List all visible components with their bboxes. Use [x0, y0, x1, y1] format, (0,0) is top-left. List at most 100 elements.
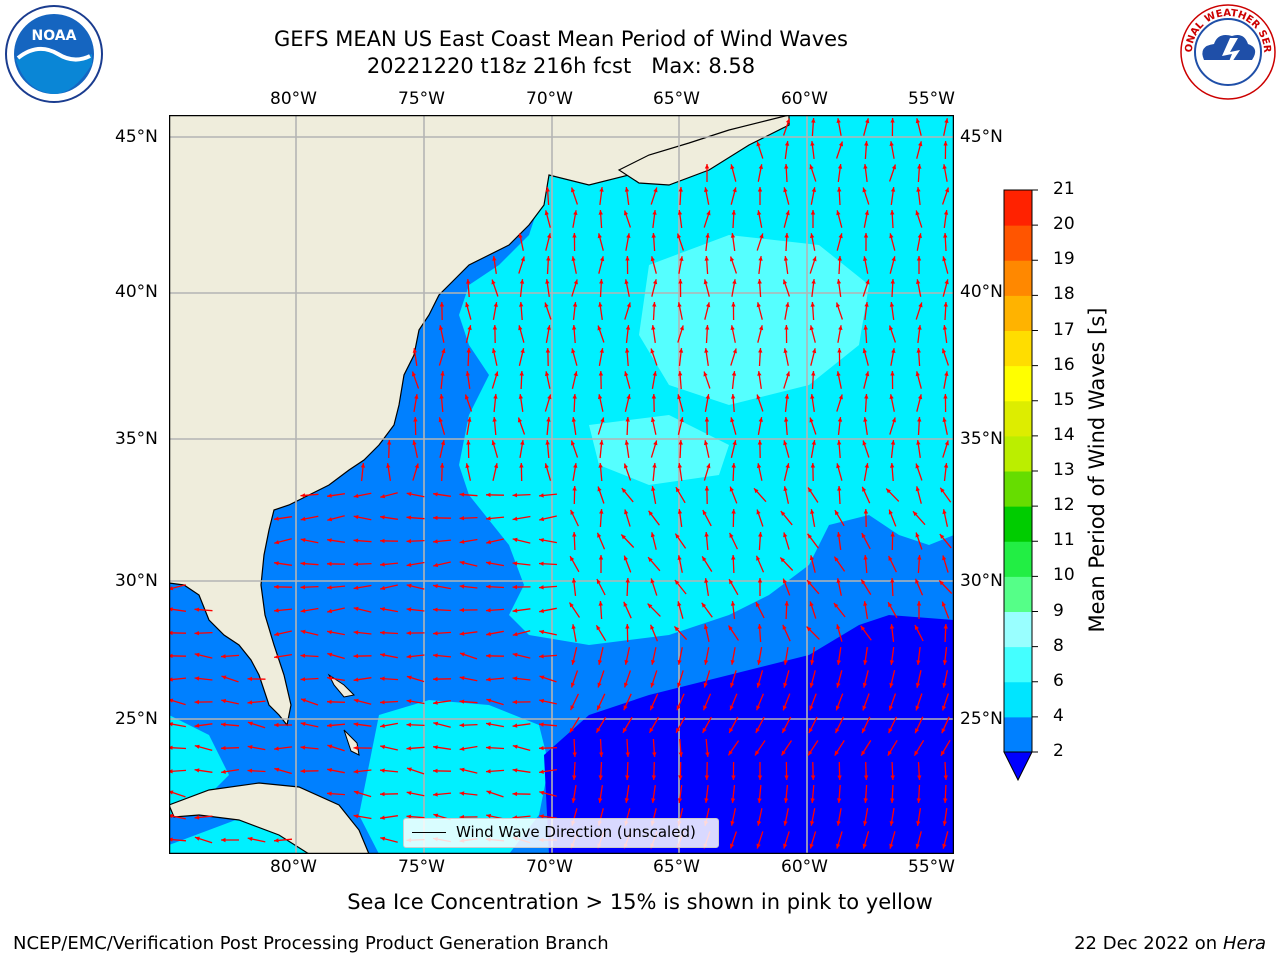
- wave-direction-arrowhead: [433, 562, 439, 568]
- wave-direction-arrowhead: [780, 557, 785, 563]
- wave-direction-arrowhead: [512, 723, 518, 728]
- wave-direction-arrowhead: [915, 705, 920, 711]
- wave-direction-arrowhead: [674, 626, 680, 632]
- wave-direction-arrowhead: [836, 463, 841, 469]
- wave-direction-arrowhead: [545, 187, 550, 192]
- lon-top-55: 55°W: [908, 89, 955, 109]
- wave-direction-arrowhead: [808, 487, 813, 493]
- wave-direction-arrowhead: [810, 233, 815, 238]
- wave-direction-arrowhead: [625, 325, 631, 330]
- wave-direction-arrowhead: [706, 463, 711, 469]
- wave-direction-arrowhead: [380, 607, 385, 612]
- wave-direction-arrowhead: [730, 682, 735, 688]
- wave-direction-arrowhead: [706, 302, 711, 308]
- wave-direction-arrowhead: [729, 727, 734, 733]
- wave-direction-arrowhead: [675, 533, 680, 539]
- wave-direction-arrowhead: [486, 516, 491, 521]
- wave-direction-arrowhead: [459, 723, 465, 728]
- wave-direction-arrowhead: [889, 141, 894, 146]
- lat-left-45: 45°N: [115, 127, 158, 147]
- wave-direction-arrowhead: [353, 538, 359, 543]
- legend-line-swatch: [412, 832, 446, 833]
- wave-direction-arrowhead: [624, 371, 629, 377]
- wave-direction-arrowhead: [704, 578, 709, 583]
- wave-direction-arrowhead: [862, 486, 867, 492]
- wave-direction-arrowhead: [274, 631, 280, 637]
- wave-direction-arrowhead: [406, 583, 412, 589]
- wave-direction-arrowhead: [889, 325, 894, 331]
- wave-direction-arrowhead: [651, 394, 657, 399]
- wave-direction-arrowhead: [459, 607, 464, 613]
- wave-direction-arrowhead: [942, 705, 947, 711]
- wave-direction-arrowhead: [353, 562, 359, 567]
- wave-direction-arrowhead: [194, 723, 200, 728]
- wave-direction-arrowhead: [406, 630, 411, 636]
- wave-direction-arrowhead: [863, 821, 868, 826]
- wave-direction-arrowhead: [888, 705, 893, 711]
- wave-direction-arrowhead: [651, 233, 656, 238]
- wave-direction-arrowhead: [491, 348, 497, 354]
- wave-direction-arrowhead: [194, 652, 200, 658]
- wave-direction-arrowhead: [837, 348, 842, 353]
- wave-direction-arrowhead: [780, 511, 786, 516]
- wave-direction-arrowhead: [679, 256, 684, 261]
- wave-direction-arrowhead: [649, 727, 654, 733]
- wave-direction-arrowhead: [274, 722, 279, 728]
- wave-direction-arrowhead: [624, 187, 630, 192]
- footer-date: 22 Dec 2022 on Hera: [1074, 933, 1266, 954]
- colorbar-tick-label: 15: [1053, 389, 1075, 410]
- wave-direction-arrowhead: [622, 727, 628, 733]
- wave-direction-arrowhead: [942, 660, 948, 665]
- wave-direction-arrowhead: [406, 675, 412, 680]
- wave-direction-arrowhead: [546, 417, 551, 422]
- wave-direction-arrowhead: [624, 279, 629, 284]
- wave-direction-arrowhead: [862, 440, 867, 446]
- wave-direction-arrowhead: [544, 302, 549, 308]
- wave-direction-arrowhead: [512, 652, 518, 658]
- wave-direction-arrowhead: [518, 394, 523, 399]
- wave-direction-arrowhead: [539, 561, 544, 566]
- wave-direction-arrowhead: [836, 682, 841, 688]
- wave-direction-arrowhead: [539, 790, 545, 795]
- colorbar-tick-label: 18: [1053, 284, 1075, 305]
- gridlines: [169, 115, 954, 854]
- wave-direction-arrowhead: [625, 256, 630, 261]
- wave-direction-arrowhead: [300, 493, 306, 498]
- wave-direction-arrowhead: [539, 516, 545, 522]
- wave-direction-arrowhead: [915, 728, 920, 734]
- wave-direction-arrowhead: [327, 744, 333, 749]
- wave-direction-arrowhead: [512, 676, 518, 681]
- wave-direction-arrowhead: [569, 602, 574, 608]
- wave-direction-arrowhead: [411, 371, 416, 377]
- wave-direction-arrowhead: [573, 371, 578, 377]
- wave-direction-arrowhead: [598, 798, 603, 803]
- wave-direction-arrowhead: [518, 325, 523, 331]
- wave-direction-arrowhead: [864, 302, 869, 307]
- wave-direction-arrowhead: [407, 767, 412, 772]
- wave-direction-arrowhead: [676, 727, 681, 733]
- wave-direction-arrowhead: [433, 745, 438, 750]
- wave-direction-arrowhead: [464, 394, 469, 400]
- wave-direction-arrowhead: [942, 509, 947, 515]
- wave-direction-arrowhead: [652, 463, 657, 468]
- wave-direction-arrowhead: [730, 601, 736, 606]
- wave-direction-arrowhead: [440, 371, 445, 376]
- colorbar-segment: [1004, 365, 1032, 402]
- wave-direction-arrowhead: [353, 790, 359, 795]
- wave-direction-arrowhead: [652, 752, 657, 757]
- wave-direction-arrowhead: [704, 187, 709, 192]
- wave-direction-arrowhead: [889, 394, 894, 399]
- wave-direction-arrowhead: [194, 768, 200, 773]
- wave-direction-arrowhead: [624, 440, 629, 445]
- wave-direction-arrowhead: [406, 539, 412, 544]
- map-legend: Wind Wave Direction (unscaled): [403, 818, 719, 848]
- legend-label: Wind Wave Direction (unscaled): [456, 823, 696, 841]
- wave-direction-arrowhead: [834, 510, 840, 516]
- colorbar-tick-label: 4: [1053, 705, 1064, 726]
- lon-bottom-80: 80°W: [270, 857, 317, 877]
- wave-direction-arrowhead: [678, 752, 683, 757]
- sea-ice-note: Sea Ice Concentration > 15% is shown in …: [347, 890, 933, 914]
- wave-direction-arrowhead: [380, 791, 385, 797]
- wave-direction-arrowhead: [353, 814, 359, 819]
- colorbar-tick-label: 17: [1053, 319, 1075, 340]
